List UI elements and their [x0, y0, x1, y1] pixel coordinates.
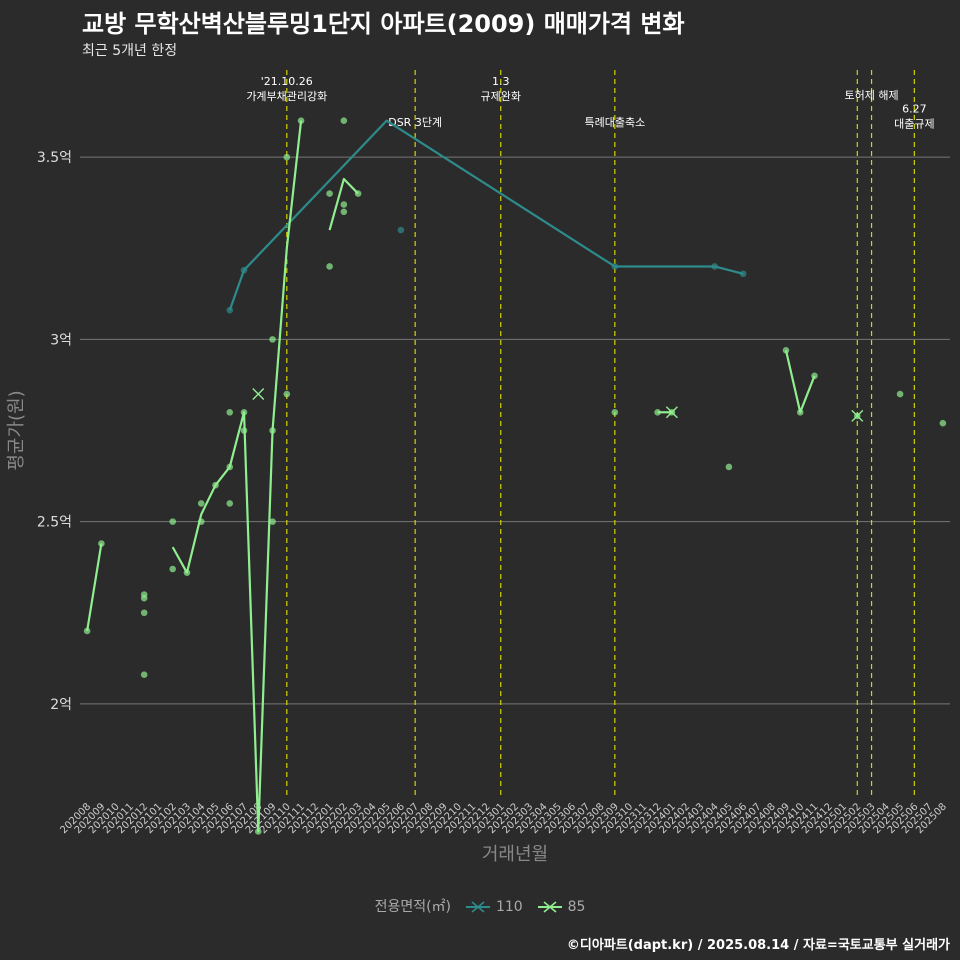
event-label: 토허제 해제	[845, 88, 899, 102]
series-line-110	[228, 119, 744, 311]
scatter-point-85	[340, 201, 348, 208]
single-deal-marker-85	[851, 409, 864, 422]
scatter-point-85	[326, 190, 333, 197]
scatter-point-85	[226, 500, 234, 507]
series-line-85	[86, 543, 103, 632]
chart-subtitle: 최근 5개년 한정	[82, 43, 178, 59]
scatter-point-85	[140, 594, 148, 602]
y-tick-label: 2.5억	[37, 515, 72, 531]
scatter-point-85	[226, 408, 234, 416]
single-deal-marker-85	[665, 406, 678, 419]
scatter-point-85	[140, 671, 148, 679]
scatter-point-85	[140, 609, 148, 617]
y-tick-label: 3억	[50, 332, 72, 348]
event-label: 규제완화	[480, 90, 520, 103]
event-label: 대출규제	[894, 117, 934, 130]
series-line-85	[328, 177, 359, 231]
chart-title: 교방 무학산벽산블루밍1단지 아파트(2009) 매매가격 변화	[82, 10, 685, 38]
legend-key-85	[538, 901, 563, 913]
scatter-point-85	[326, 263, 333, 270]
event-label: '21.10.26	[261, 75, 313, 88]
scatter-point-85	[340, 117, 348, 124]
scatter-point-85	[269, 336, 276, 343]
series-line-85	[784, 350, 816, 414]
legend-item-110: 110	[465, 899, 523, 915]
series-line-85	[171, 120, 303, 833]
scatter-point-85	[725, 463, 733, 471]
legend-label-85: 85	[567, 899, 586, 915]
source-caption: ©디아파트(dapt.kr) / 2025.08.14 / 자료=국토교통부 실…	[566, 938, 950, 953]
x-axis-title: 거래년월	[482, 844, 548, 865]
scatter-point-85	[896, 390, 904, 398]
scatter-point-85	[169, 518, 177, 525]
single-deal-marker-85	[252, 388, 265, 401]
scatter-point-85	[283, 153, 291, 161]
scatter-point-85	[611, 408, 619, 416]
legend: 전용면적(㎡) 110 85	[0, 896, 960, 916]
scatter-point-85	[939, 419, 947, 427]
legend-label-110: 110	[495, 899, 523, 915]
scatter-point-85	[297, 117, 305, 124]
event-label: 6.27	[902, 102, 927, 115]
event-label: 1.3	[492, 75, 510, 88]
event-label: 가계부채관리강화	[246, 90, 327, 103]
legend-title: 전용면적(㎡)	[374, 899, 452, 915]
y-axis-title: 평균가(원)	[6, 390, 27, 470]
legend-item-85: 85	[537, 899, 585, 915]
scatter-point-85	[197, 500, 205, 507]
legend-key-110	[466, 901, 491, 913]
event-label: 특례대출축소	[584, 116, 645, 129]
y-tick-label: 2억	[50, 697, 72, 713]
y-tick-label: 3.5억	[37, 150, 72, 166]
scatter-point-85	[340, 208, 348, 216]
event-label: DSR 3단계	[388, 116, 442, 129]
price-chart: 2억2.5억3억3.5억2020082020092020102020112020…	[6, 70, 950, 865]
scatter-point-85	[269, 518, 276, 525]
scatter-point-85	[169, 565, 177, 573]
scatter-point-85	[283, 390, 291, 398]
scatter-point-110	[397, 226, 405, 234]
